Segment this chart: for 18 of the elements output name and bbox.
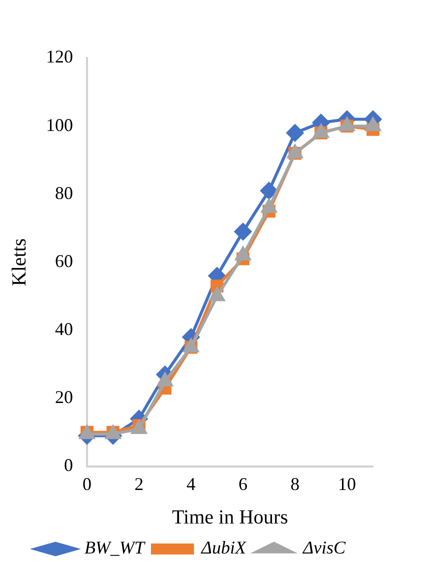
x-tick-label: 6 [238,474,248,494]
y-tick-label: 40 [55,319,73,339]
y-tick-label: 0 [64,455,73,476]
x-tick-label: 0 [82,474,92,494]
y-tick-label: 80 [55,182,73,203]
y-tick-label: 120 [46,46,73,67]
x-tick-label: 4 [186,474,196,494]
legend-label: ΔvisC [302,538,347,558]
x-axis-title: Time in Hours [172,506,288,528]
legend-label: BW_WT [84,538,146,558]
y-axis-title: Kletts [8,238,30,286]
y-tick-label: 100 [46,114,73,135]
legend-label: ΔubiX [200,538,247,558]
y-tick-label: 60 [55,250,73,271]
y-tick-label: 20 [55,387,73,408]
x-tick-label: 8 [290,474,300,494]
x-tick-label: 10 [338,474,356,494]
x-tick-label: 2 [134,474,144,494]
